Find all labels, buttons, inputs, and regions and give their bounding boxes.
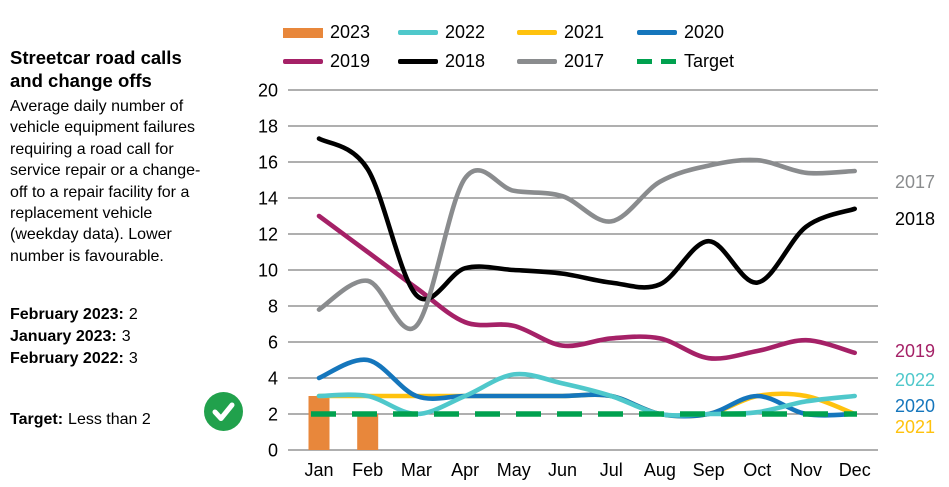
series-line-2018 (316, 136, 857, 302)
x-tick-label: Mar (401, 460, 432, 480)
stat-value: 3 (121, 328, 131, 345)
legend-item-target: Target (637, 51, 807, 72)
legend-swatch-2017 (517, 59, 557, 64)
stat-label: January 2023: (10, 328, 117, 345)
bar-2023-feb (357, 414, 379, 450)
x-tick-label: Aug (644, 460, 676, 480)
y-tick-label: 0 (268, 441, 278, 461)
legend-swatch-2022 (398, 30, 438, 35)
series-end-label-2017: 2017 (895, 172, 935, 192)
left-panel: Streetcar road calls and change offs Ave… (10, 46, 272, 267)
y-tick-label: 2 (268, 405, 278, 425)
series-end-label-2018: 2018 (895, 209, 935, 229)
legend-item-2017: 2017 (517, 51, 637, 72)
legend-swatch-2020 (637, 30, 677, 35)
target-row: Target: Less than 2 (10, 401, 151, 439)
legend-label: 2020 (684, 22, 725, 42)
legend-label: 2019 (330, 51, 371, 71)
legend-swatch-target (637, 59, 677, 64)
y-tick-label: 6 (268, 333, 278, 353)
series-end-label-2021: 2021 (895, 417, 935, 437)
chart-legend: 2023 2022 2021 2020 2019 2018 2017 Targe… (283, 22, 807, 72)
series-line-2020 (316, 357, 857, 419)
x-tick-label: Dec (839, 460, 871, 480)
stats-block: February 2023: 2 January 2023: 3 February … (10, 304, 272, 370)
stat-jan-2023: January 2023: 3 (10, 326, 272, 348)
y-tick-label: 4 (268, 369, 278, 389)
x-tick-label: Feb (352, 460, 383, 480)
legend-swatch-2023 (283, 27, 323, 38)
x-tick-label: Jun (548, 460, 577, 480)
x-tick-label: Oct (743, 460, 771, 480)
y-tick-label: 18 (258, 117, 278, 137)
legend-swatch-2018 (398, 59, 438, 64)
y-tick-label: 14 (258, 189, 278, 209)
series-line-2017 (316, 157, 857, 331)
stat-feb-2022: February 2022: 3 (10, 348, 272, 370)
legend-label: Target (684, 51, 735, 71)
series-line-2019 (316, 213, 857, 361)
bar-2023-jan (308, 396, 330, 450)
x-tick-label: Nov (790, 460, 822, 480)
legend-item-2018: 2018 (398, 51, 517, 72)
stat-value: 3 (128, 350, 138, 367)
stat-label: February 2022: (10, 350, 124, 367)
stat-value: 2 (128, 306, 138, 323)
target-label: Target: (10, 411, 64, 428)
legend-swatch-2019 (283, 59, 323, 64)
x-tick-label: Sep (693, 460, 725, 480)
legend-item-2020: 2020 (637, 22, 807, 43)
legend-label: 2018 (445, 51, 486, 71)
legend-item-2019: 2019 (283, 51, 398, 72)
y-tick-label: 12 (258, 225, 278, 245)
legend-item-2023: 2023 (283, 22, 398, 43)
y-tick-label: 20 (258, 81, 278, 101)
x-tick-label: Apr (451, 460, 479, 480)
legend-label: 2022 (445, 22, 486, 42)
series-end-label-2022: 2022 (895, 370, 935, 390)
series-end-label-2020: 2020 (895, 396, 935, 416)
legend-item-2021: 2021 (517, 22, 637, 43)
stat-label: February 2023: (10, 306, 124, 323)
y-tick-label: 10 (258, 261, 278, 281)
legend-item-2022: 2022 (398, 22, 517, 43)
stat-feb-2023: February 2023: 2 (10, 304, 272, 326)
legend-label: 2021 (564, 22, 605, 42)
y-tick-label: 16 (258, 153, 278, 173)
chart-description: Average daily number of vehicle equipmen… (10, 98, 201, 265)
page-title: Streetcar road calls and change offs (10, 47, 182, 91)
legend-swatch-2021 (517, 30, 557, 35)
x-tick-label: May (497, 460, 531, 480)
x-tick-label: Jan (304, 460, 333, 480)
series-end-label-2019: 2019 (895, 341, 935, 361)
legend-label: 2017 (564, 51, 605, 71)
check-circle-icon (204, 392, 243, 431)
target-value: Less than 2 (68, 411, 151, 428)
x-tick-label: Jul (600, 460, 623, 480)
legend-label: 2023 (330, 22, 371, 42)
checkmark-icon (204, 392, 243, 431)
y-tick-label: 8 (268, 297, 278, 317)
